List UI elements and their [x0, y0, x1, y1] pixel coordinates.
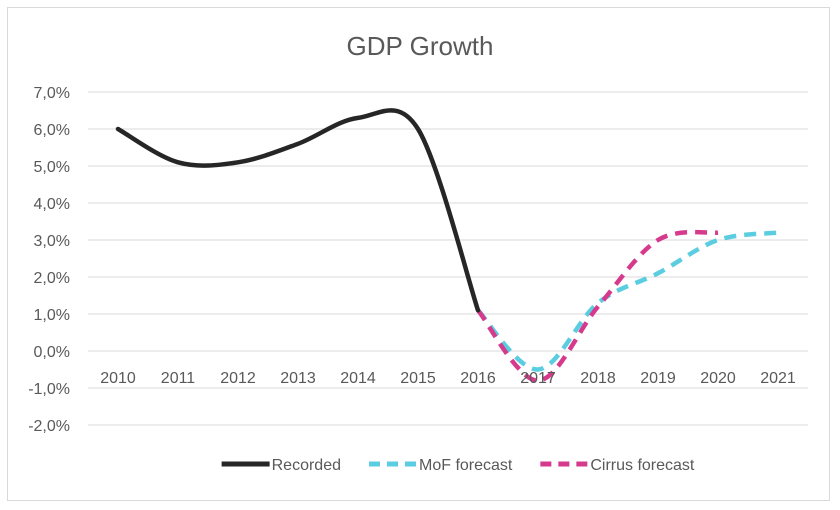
x-tick-label: 2013 [280, 370, 316, 387]
x-tick-label: 2015 [400, 370, 436, 387]
series-line-recorded [115, 108, 481, 313]
legend-label: Recorded [272, 457, 341, 474]
legend: Recorded MoF forecast Cirrus forecast [221, 457, 695, 474]
legend-label: MoF forecast [419, 457, 513, 474]
legend-item: Recorded [221, 457, 341, 474]
x-tick-label: 2021 [760, 370, 796, 387]
y-axis-ticks: 7,0% 6,0% 5,0% 4,0% 3,0% 2,0% 1,0% 0,0% -1,0% -2,… [28, 85, 70, 435]
series-lines [115, 108, 779, 383]
y-tick-label: 5,0% [34, 159, 70, 176]
legend-item: MoF forecast [368, 457, 513, 474]
x-tick-label: 2010 [100, 370, 136, 387]
gridlines [88, 91, 808, 426]
y-tick-label: -2,0% [28, 418, 70, 435]
series-line-mof-forecast [476, 230, 779, 372]
x-tick-label: 2020 [700, 370, 736, 387]
legend-item: Cirrus forecast [540, 457, 695, 474]
y-tick-label: 1,0% [34, 307, 70, 324]
y-tick-label: 4,0% [34, 196, 70, 213]
legend-label: Cirrus forecast [590, 457, 695, 474]
y-tick-label: 6,0% [34, 122, 70, 139]
x-tick-label: 2011 [161, 370, 196, 387]
y-tick-label: 3,0% [34, 233, 70, 250]
series-line-cirrus-forecast [476, 229, 719, 383]
x-tick-label: 2018 [580, 370, 616, 387]
x-tick-label: 2016 [460, 370, 496, 387]
x-tick-label: 2017 [520, 370, 556, 387]
y-tick-label: -1,0% [28, 381, 70, 398]
y-tick-label: 7,0% [34, 85, 70, 102]
y-tick-label: 0,0% [34, 344, 70, 361]
x-tick-label: 2014 [340, 370, 376, 387]
chart-title: GDP Growth [347, 31, 494, 61]
y-tick-label: 2,0% [34, 270, 70, 287]
x-tick-label: 2019 [640, 370, 676, 387]
x-axis-ticks: 2010 2011 2012 2013 2014 2015 2016 2017 2018 2019… [100, 370, 796, 387]
x-tick-label: 2012 [220, 370, 256, 387]
